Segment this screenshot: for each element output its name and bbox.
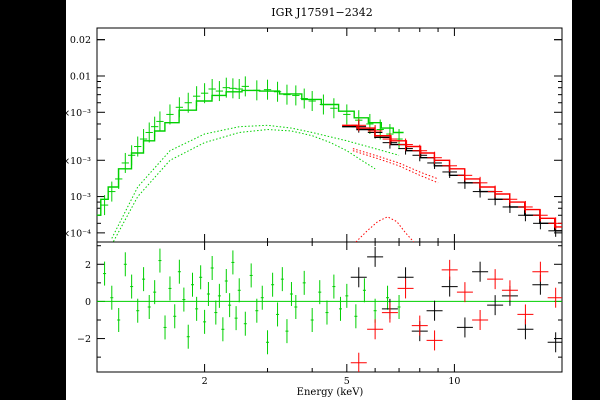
residual-plot-frame — [96, 241, 563, 373]
model-component-line — [355, 216, 415, 242]
spectrum-y-tick-label: 10⁻³ — [70, 192, 91, 203]
folded-model-line — [342, 126, 562, 232]
x-tick-label: 5 — [344, 376, 350, 387]
residual-y-tick-label: −2 — [77, 334, 91, 345]
residual-y-tick-label: 0 — [85, 297, 91, 308]
spectrum-y-tick-label: 0.02 — [70, 35, 91, 46]
x-tick-label: 2 — [202, 376, 208, 387]
model-component-line — [352, 148, 439, 180]
folded-model-line — [342, 124, 562, 228]
chart-title: IGR J17591−2342 — [271, 6, 373, 19]
model-component-line — [112, 128, 376, 242]
spectrum-plot-frame — [96, 27, 563, 243]
model-component-line — [352, 150, 439, 184]
folded-model-line — [97, 89, 404, 216]
spectrum-y-tick-label: 0.01 — [70, 71, 91, 82]
spectrum-y-axis-label: Photons cm⁻² s⁻¹ keV⁻¹ — [42, 75, 53, 193]
x-tick-label: 10 — [448, 376, 460, 387]
spectrum-y-tick-label: 5×10⁻⁴ — [56, 228, 91, 239]
x-axis-label: Energy (keV) — [297, 387, 364, 398]
spectrum-y-tick-label: 2×10⁻³ — [56, 156, 91, 167]
chart-marks: 2 5 10 0.02 0.01 5×10⁻³ 2×10⁻³ 10⁻³ 5×10⁻⁴ 2 0 −2 — [56, 27, 563, 387]
residual-y-tick-label: 2 — [85, 260, 91, 271]
model-component-line — [111, 124, 400, 239]
residual-y-axis-label: (data−model)/error — [42, 266, 53, 365]
chart-frame — [66, 0, 572, 400]
spectrum-y-tick-label: 5×10⁻³ — [56, 108, 91, 119]
